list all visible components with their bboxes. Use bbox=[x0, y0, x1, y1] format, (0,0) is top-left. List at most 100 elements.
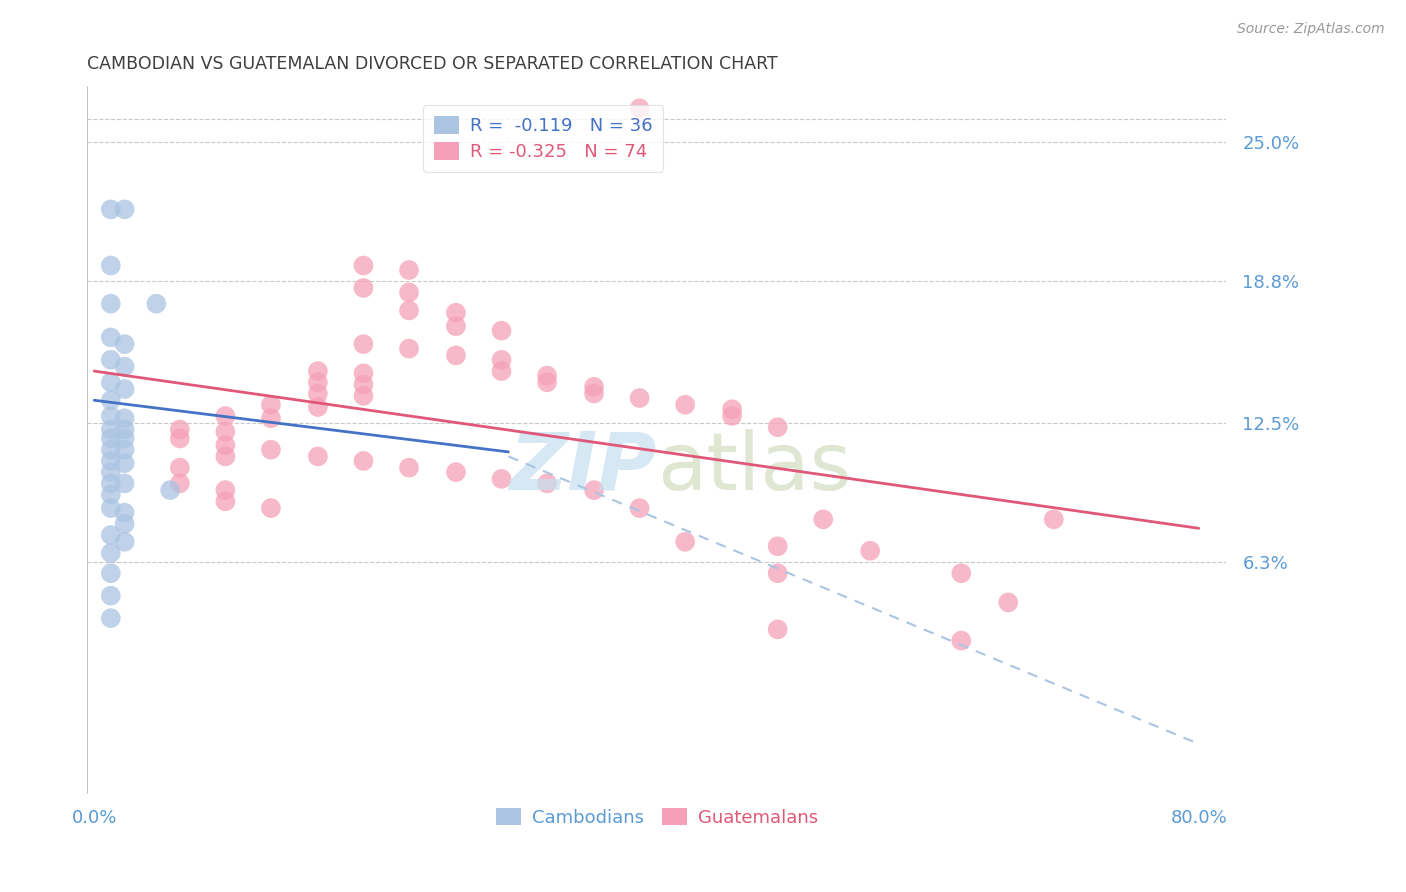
Point bbox=[114, 359, 136, 374]
Point bbox=[114, 506, 136, 520]
Point bbox=[114, 516, 136, 531]
Point bbox=[260, 442, 283, 457]
Point bbox=[307, 386, 329, 401]
Point bbox=[100, 546, 122, 560]
Point bbox=[673, 534, 696, 549]
Point bbox=[353, 454, 375, 468]
Point bbox=[444, 348, 467, 362]
Point bbox=[997, 595, 1019, 609]
Point bbox=[260, 398, 283, 412]
Point bbox=[628, 391, 651, 405]
Point bbox=[169, 460, 191, 475]
Point bbox=[766, 420, 789, 434]
Point bbox=[398, 285, 420, 300]
Point bbox=[353, 259, 375, 273]
Point bbox=[444, 319, 467, 334]
Point bbox=[582, 380, 605, 394]
Point bbox=[169, 476, 191, 491]
Point bbox=[114, 202, 136, 217]
Point bbox=[353, 377, 375, 392]
Point bbox=[353, 337, 375, 351]
Point bbox=[100, 376, 122, 390]
Point bbox=[307, 400, 329, 414]
Point bbox=[444, 306, 467, 320]
Point bbox=[100, 611, 122, 625]
Point bbox=[260, 411, 283, 425]
Point bbox=[950, 566, 973, 581]
Point bbox=[114, 422, 136, 436]
Point bbox=[766, 623, 789, 637]
Point bbox=[214, 450, 236, 464]
Point bbox=[145, 296, 167, 310]
Point bbox=[100, 442, 122, 457]
Point bbox=[353, 367, 375, 381]
Point bbox=[628, 101, 651, 115]
Point bbox=[536, 368, 558, 383]
Text: atlas: atlas bbox=[657, 429, 851, 507]
Point bbox=[673, 398, 696, 412]
Point bbox=[100, 352, 122, 367]
Point bbox=[307, 450, 329, 464]
Point bbox=[582, 483, 605, 497]
Point bbox=[491, 352, 513, 367]
Text: CAMBODIAN VS GUATEMALAN DIVORCED OR SEPARATED CORRELATION CHART: CAMBODIAN VS GUATEMALAN DIVORCED OR SEPA… bbox=[87, 55, 778, 73]
Point bbox=[100, 454, 122, 468]
Point bbox=[169, 422, 191, 436]
Point bbox=[766, 566, 789, 581]
Point bbox=[100, 476, 122, 491]
Point bbox=[307, 376, 329, 390]
Text: ZIP: ZIP bbox=[509, 429, 657, 507]
Point bbox=[100, 566, 122, 581]
Point bbox=[100, 259, 122, 273]
Point bbox=[100, 432, 122, 446]
Point bbox=[353, 281, 375, 295]
Point bbox=[114, 442, 136, 457]
Point bbox=[582, 386, 605, 401]
Point bbox=[114, 382, 136, 396]
Point bbox=[491, 324, 513, 338]
Point bbox=[628, 501, 651, 516]
Point bbox=[159, 483, 181, 497]
Point bbox=[114, 456, 136, 470]
Point bbox=[214, 425, 236, 439]
Point bbox=[859, 543, 882, 558]
Point bbox=[536, 376, 558, 390]
Point bbox=[813, 512, 835, 526]
Point bbox=[100, 501, 122, 516]
Point bbox=[766, 539, 789, 553]
Point bbox=[100, 393, 122, 408]
Point bbox=[100, 487, 122, 501]
Point bbox=[114, 432, 136, 446]
Point bbox=[100, 296, 122, 310]
Point bbox=[114, 476, 136, 491]
Point bbox=[536, 476, 558, 491]
Legend: Cambodians, Guatemalans: Cambodians, Guatemalans bbox=[488, 801, 825, 834]
Point bbox=[353, 389, 375, 403]
Point bbox=[1043, 512, 1066, 526]
Point bbox=[169, 432, 191, 446]
Point bbox=[491, 472, 513, 486]
Point bbox=[444, 465, 467, 479]
Point bbox=[214, 438, 236, 452]
Point bbox=[398, 303, 420, 318]
Point bbox=[100, 409, 122, 423]
Point bbox=[307, 364, 329, 378]
Point bbox=[491, 364, 513, 378]
Point bbox=[398, 263, 420, 277]
Text: Source: ZipAtlas.com: Source: ZipAtlas.com bbox=[1237, 22, 1385, 37]
Point bbox=[100, 465, 122, 479]
Point bbox=[950, 633, 973, 648]
Point bbox=[114, 534, 136, 549]
Point bbox=[721, 409, 744, 423]
Point bbox=[114, 411, 136, 425]
Point bbox=[100, 422, 122, 436]
Point bbox=[398, 342, 420, 356]
Point bbox=[100, 202, 122, 217]
Point bbox=[114, 337, 136, 351]
Point bbox=[214, 483, 236, 497]
Point bbox=[214, 494, 236, 508]
Point bbox=[100, 589, 122, 603]
Point bbox=[214, 409, 236, 423]
Point bbox=[721, 402, 744, 417]
Point bbox=[260, 501, 283, 516]
